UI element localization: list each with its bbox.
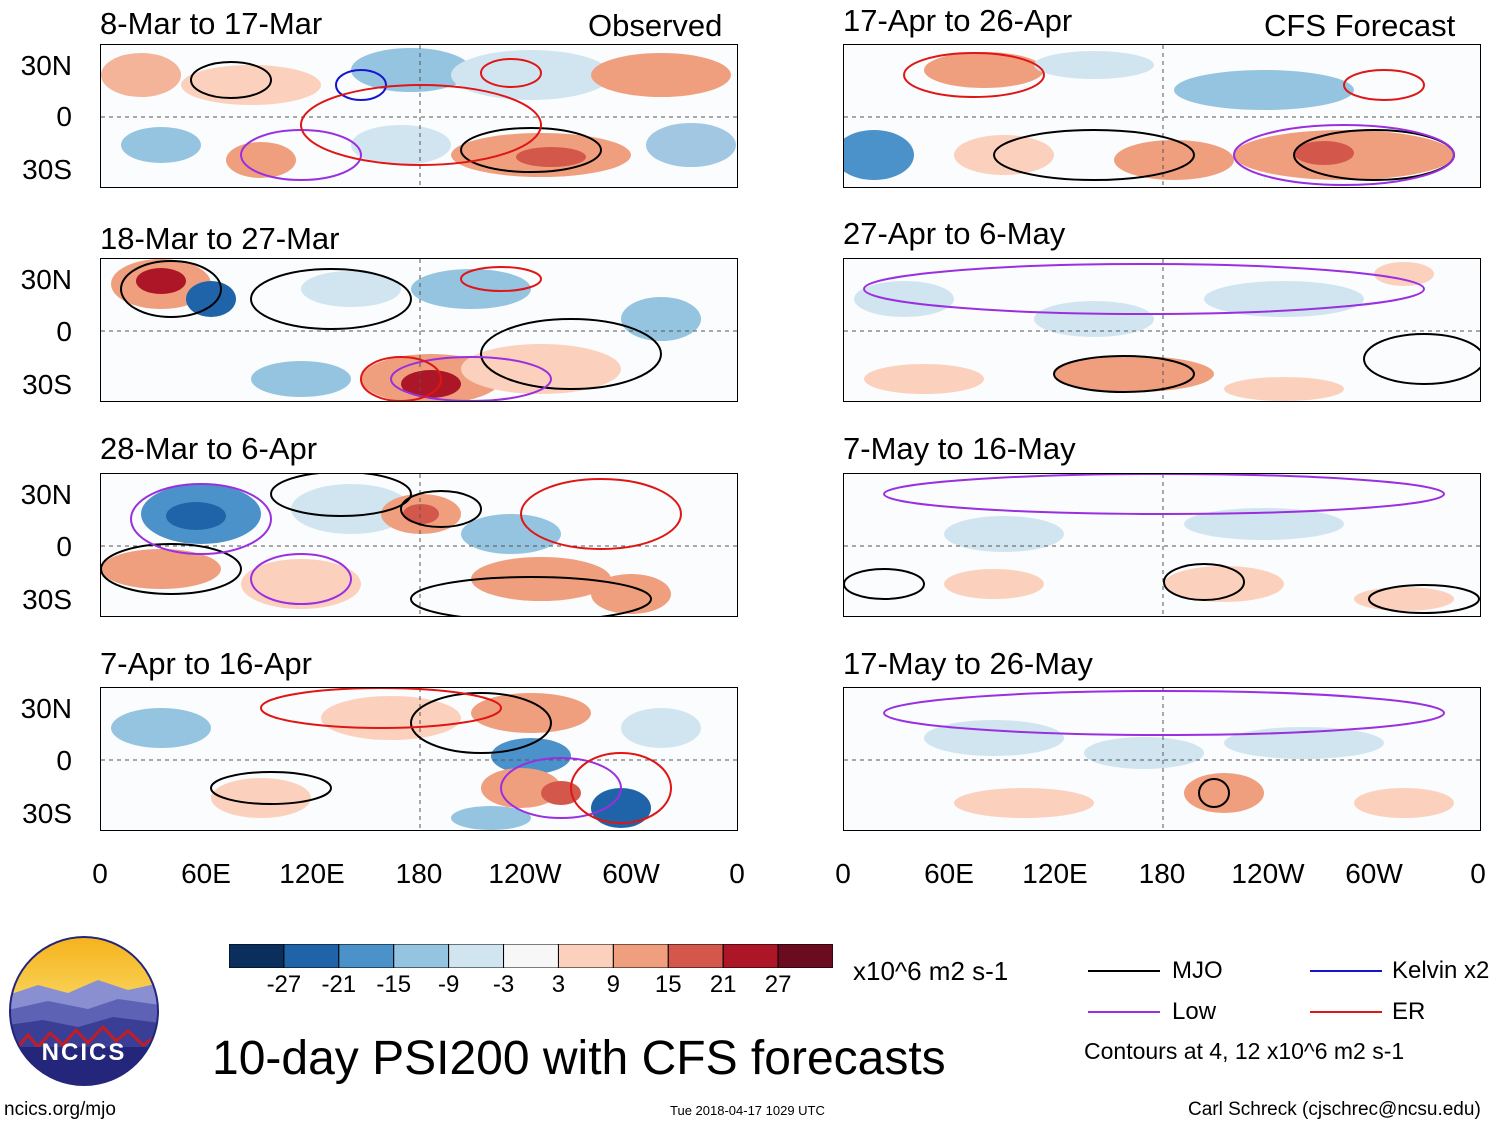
colorbar-swatch xyxy=(667,944,724,968)
y-tick-30s: 30S xyxy=(22,798,72,829)
colorbar-label: -21 xyxy=(321,971,357,998)
colorbar-swatch xyxy=(393,944,450,968)
panel-title-l3: 28-Mar to 6-Apr xyxy=(100,431,318,466)
cfs-forecast-tag: CFS Forecast xyxy=(1264,8,1456,43)
colorbar-swatch xyxy=(612,944,669,968)
x-tick-120w: 120W xyxy=(1231,858,1305,889)
panel-title-l2: 18-Mar to 27-Mar xyxy=(100,221,340,256)
footer-author: Carl Schreck (cjschrec@ncsu.edu) xyxy=(1188,1099,1481,1120)
ncics-logo: NCICS xyxy=(8,935,160,1087)
panel-title-l1: 8-Mar to 17-Mar xyxy=(100,6,323,41)
x-tick-60w: 60W xyxy=(602,858,660,889)
panel-title-r3: 7-May to 16-May xyxy=(843,431,1076,466)
colorbar-label: -9 xyxy=(437,971,460,998)
colorbar-label: 9 xyxy=(606,971,621,998)
colorbar-swatch xyxy=(557,944,614,968)
colorbar-label: -3 xyxy=(492,971,515,998)
map-panel-r3 xyxy=(843,473,1481,617)
colorbar-swatch xyxy=(503,944,559,968)
x-tick-0: 0 xyxy=(92,858,108,889)
panel-title-r1: 17-Apr to 26-Apr xyxy=(843,3,1073,38)
x-tick-120w: 120W xyxy=(488,858,562,889)
colorbar-swatch xyxy=(448,944,505,968)
y-tick-0: 0 xyxy=(56,101,72,132)
legend-line-er xyxy=(1310,1011,1382,1013)
map-panel-l1 xyxy=(100,44,738,188)
y-tick-30n: 30N xyxy=(20,479,72,510)
panel-title-l4: 7-Apr to 16-Apr xyxy=(100,646,312,681)
main-title: 10-day PSI200 with CFS forecasts xyxy=(212,1032,946,1085)
colorbar-label: 27 xyxy=(764,971,792,998)
observed-tag: Observed xyxy=(588,8,723,43)
map-panel-r4 xyxy=(843,687,1481,831)
y-tick-30n: 30N xyxy=(20,264,72,295)
legend-line-mjo xyxy=(1088,970,1160,972)
y-tick-0: 0 xyxy=(56,316,72,347)
y-tick-30n: 30N xyxy=(20,693,72,724)
footer-timestamp: Tue 2018-04-17 1029 UTC xyxy=(670,1103,825,1118)
map-panel-r2 xyxy=(843,258,1481,402)
map-panel-l2 xyxy=(100,258,738,402)
legend-line-kelvin xyxy=(1310,970,1382,972)
colorbar-label: 15 xyxy=(654,971,682,998)
x-tick-0-end: 0 xyxy=(1470,858,1486,889)
y-tick-30s: 30S xyxy=(22,584,72,615)
legend-label-mjo: MJO xyxy=(1172,957,1223,984)
x-tick-120e: 120E xyxy=(1022,858,1088,889)
colorbar-swatch xyxy=(229,944,285,968)
x-tick-180: 180 xyxy=(395,858,443,889)
legend-label-kelvin: Kelvin x2 xyxy=(1392,957,1490,984)
x-tick-0-end: 0 xyxy=(729,858,745,889)
x-tick-180: 180 xyxy=(1138,858,1186,889)
colorbar-swatch xyxy=(722,944,779,968)
map-panel-r1 xyxy=(843,44,1481,188)
legend-label-er: ER xyxy=(1392,998,1426,1025)
colorbar-swatch xyxy=(777,944,833,968)
map-panel-l3 xyxy=(100,473,738,617)
legend-note: Contours at 4, 12 x10^6 m2 s-1 xyxy=(1084,1038,1405,1064)
colorbar-label: 3 xyxy=(551,971,566,998)
x-tick-60w: 60W xyxy=(1345,858,1403,889)
x-tick-60e: 60E xyxy=(924,858,974,889)
y-tick-30s: 30S xyxy=(22,154,72,185)
x-tick-0: 0 xyxy=(835,858,851,889)
y-tick-30s: 30S xyxy=(22,369,72,400)
x-tick-120e: 120E xyxy=(279,858,345,889)
colorbar-label: -27 xyxy=(266,971,302,998)
footer-url[interactable]: ncics.org/mjo xyxy=(4,1099,116,1120)
colorbar-units: x10^6 m2 s-1 xyxy=(853,956,1009,986)
y-tick-30n: 30N xyxy=(20,50,72,81)
legend-label-low: Low xyxy=(1172,998,1217,1025)
legend-line-low xyxy=(1088,1011,1160,1013)
colorbar-label: 21 xyxy=(709,971,737,998)
map-panel-l4 xyxy=(100,687,738,831)
colorbar-label: -15 xyxy=(376,971,412,998)
colorbar-swatch xyxy=(283,944,340,968)
y-tick-0: 0 xyxy=(56,745,72,776)
colorbar-swatch xyxy=(338,944,395,968)
x-tick-60e: 60E xyxy=(181,858,231,889)
panel-title-r2: 27-Apr to 6-May xyxy=(843,216,1066,251)
panel-title-r4: 17-May to 26-May xyxy=(843,646,1093,681)
logo-text: NCICS xyxy=(41,1039,127,1066)
colorbar xyxy=(229,944,833,968)
y-tick-0: 0 xyxy=(56,531,72,562)
